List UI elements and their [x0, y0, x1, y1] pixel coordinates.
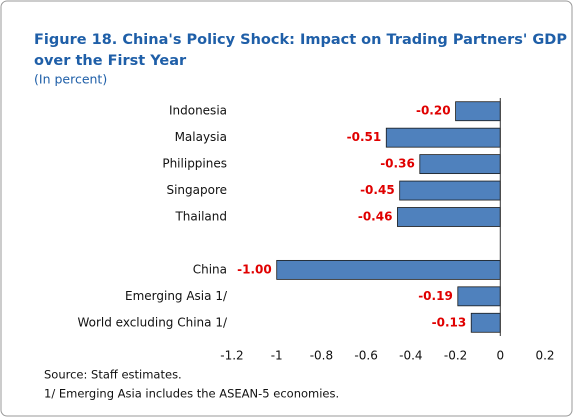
chart-subtitle: (In percent) [34, 72, 107, 87]
x-tick-label: -1 [271, 349, 283, 363]
bar [385, 127, 501, 148]
chart-title: Figure 18. China's Policy Shock: Impact … [34, 32, 567, 48]
y-tick-label: World excluding China 1/ [77, 315, 228, 329]
y-tick-label: Singapore [166, 183, 227, 197]
x-tick-label: -0.4 [399, 349, 422, 363]
x-tick-label: -0.2 [444, 349, 467, 363]
y-tick-label: Malaysia [175, 130, 227, 144]
value-label: -0.20 [416, 104, 451, 118]
value-label: -0.19 [418, 289, 453, 303]
bar [399, 180, 501, 201]
value-label: -0.46 [358, 210, 393, 224]
bar [457, 286, 501, 307]
x-tick-label: -0.8 [310, 349, 333, 363]
x-tick-label: -0.6 [354, 349, 377, 363]
bar [470, 312, 501, 333]
value-label: -0.45 [360, 183, 395, 197]
x-tick-label: 0.2 [535, 349, 554, 363]
value-label: -0.36 [380, 157, 415, 171]
y-tick-label: Thailand [174, 210, 227, 224]
value-label: -0.51 [347, 130, 382, 144]
x-tick-label: 0 [496, 349, 504, 363]
bar [419, 154, 501, 175]
value-label: -0.13 [432, 315, 467, 329]
source-note: Source: Staff estimates. [44, 368, 182, 382]
y-tick-label: Philippines [162, 157, 227, 171]
bar [276, 259, 501, 280]
y-tick-label: Indonesia [169, 104, 227, 118]
bar [455, 101, 501, 122]
chart-title: over the First Year [34, 53, 187, 69]
x-tick-label: -1.2 [220, 349, 243, 363]
bar [397, 207, 501, 227]
footnote: 1/ Emerging Asia includes the ASEAN-5 ec… [44, 387, 339, 401]
value-label: -1.00 [237, 262, 272, 276]
y-tick-label: Emerging Asia 1/ [125, 289, 228, 303]
y-tick-label: China [193, 262, 227, 276]
